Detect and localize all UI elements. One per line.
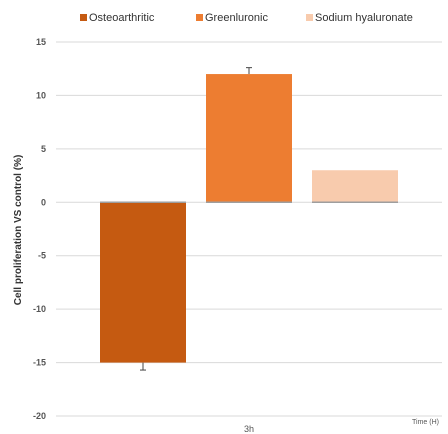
y-tick-label: -10 [33, 304, 46, 314]
x-axis-label: Time (H) [412, 419, 439, 426]
bar-osteoarthritic [100, 202, 186, 363]
y-tick-label: -5 [38, 251, 46, 261]
bars [100, 67, 398, 371]
y-axis-label: Cell proliferation VS control (%) [13, 155, 24, 306]
y-tick-label: 0 [41, 197, 46, 207]
legend-swatch [80, 14, 87, 21]
legend-swatch [306, 14, 313, 21]
x-category-label: 3h [244, 424, 254, 434]
bar-sodium-hyaluronate [312, 170, 398, 203]
legend-label: Greenluronic [205, 12, 268, 24]
y-tick-label: 10 [36, 90, 46, 100]
y-tick-label: 5 [41, 144, 46, 154]
y-axis-ticks: 15 10 5 0 -5 -10 -15 -20 [33, 37, 46, 421]
bar-greenluronic [206, 74, 292, 203]
legend: Osteoarthritic Greenluronic Sodium hyaluro… [80, 12, 413, 24]
legend-label: Sodium hyaluronate [315, 12, 413, 24]
legend-swatch [196, 14, 203, 21]
y-tick-label: -15 [33, 358, 46, 368]
y-tick-label: -20 [33, 411, 46, 421]
y-tick-label: 15 [36, 37, 46, 47]
legend-label: Osteoarthritic [89, 12, 155, 24]
